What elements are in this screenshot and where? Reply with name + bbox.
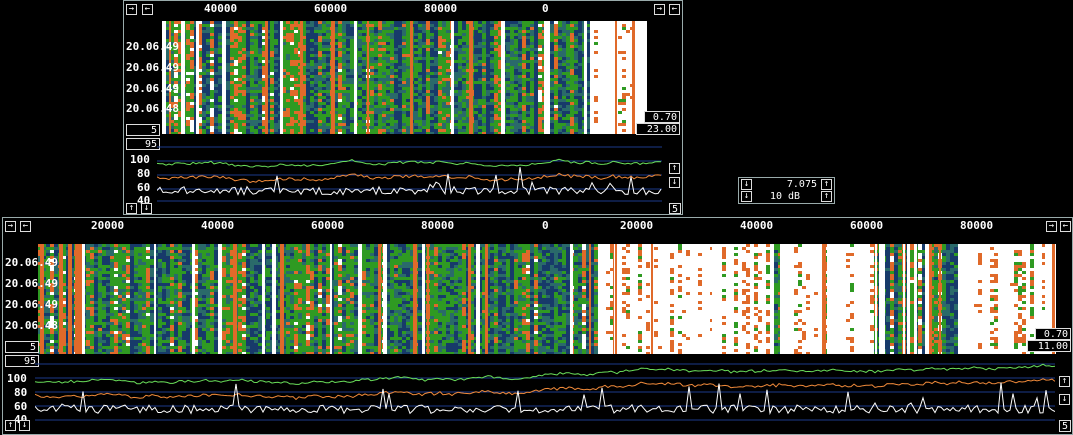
time-label: 20.06.49	[126, 82, 179, 95]
spectrum-scale-box[interactable]: 95	[5, 355, 39, 367]
scroll-right-button-end[interactable]: →	[654, 4, 665, 15]
brightness-box[interactable]: 23.00	[636, 123, 680, 135]
spectrum-down-button[interactable]: ↓	[19, 420, 30, 431]
freq-tick: 80000	[960, 219, 994, 232]
spectrum-scroll-up-button[interactable]: ↑	[669, 163, 680, 174]
freq-tick: 80000	[424, 2, 458, 15]
frequency-row: ↓ 7.075 ↑	[739, 179, 834, 191]
spectrum-down-button[interactable]: ↓	[141, 203, 152, 214]
time-label: 20.06.49	[126, 40, 179, 53]
y-axis-label: 60	[14, 400, 28, 413]
time-label: 20.06.49	[5, 298, 58, 311]
time-label: 20.06.49	[126, 61, 179, 74]
spectrum-scroll-down-button[interactable]: ↓	[669, 177, 680, 188]
spectrum-up-button[interactable]: ↑	[5, 420, 16, 431]
level-row: ↓ 10 dB ↑	[739, 191, 834, 203]
waterfall-left-box[interactable]: 5	[5, 341, 39, 353]
spectrum-display[interactable]	[35, 356, 1055, 426]
scroll-left-button[interactable]: ←	[142, 4, 153, 15]
scroll-right-button[interactable]: →	[126, 4, 137, 15]
freq-tick: 20000	[620, 219, 654, 232]
freq-tick: 80000	[421, 219, 455, 232]
freq-tick: 0	[542, 2, 549, 15]
level-value[interactable]: 10 dB	[769, 191, 801, 202]
level-down-button[interactable]: ↓	[741, 191, 752, 202]
spectrum-right-box[interactable]: 5	[1059, 420, 1071, 432]
bottom-waterfall-window: → ← → ← 20000 40000 60000 80000 0 20000 …	[2, 217, 1073, 435]
spectrum-display[interactable]	[157, 139, 662, 207]
y-axis-label: 100	[130, 153, 150, 166]
spectrum-scale-box[interactable]: 95	[126, 138, 160, 150]
spectrum-up-button[interactable]: ↑	[126, 203, 137, 214]
scroll-left-button-end[interactable]: ←	[669, 4, 680, 15]
spectrum-scroll-up-button[interactable]: ↑	[1059, 376, 1070, 387]
y-axis-label: 80	[14, 386, 28, 399]
time-label: 20.06.48	[5, 319, 58, 332]
y-axis-label: 80	[137, 167, 151, 180]
freq-tick: 40000	[204, 2, 238, 15]
spectrum-right-box[interactable]: 5	[669, 203, 681, 215]
scroll-right-button-end[interactable]: →	[1046, 221, 1057, 232]
scroll-left-button[interactable]: ←	[20, 221, 31, 232]
frequency-up-button[interactable]: ↑	[821, 179, 832, 190]
scroll-right-button[interactable]: →	[5, 221, 16, 232]
freq-tick: 40000	[201, 219, 235, 232]
freq-tick: 60000	[311, 219, 345, 232]
brightness-box[interactable]: 11.00	[1027, 340, 1071, 352]
freq-tick: 20000	[91, 219, 125, 232]
level-up-button[interactable]: ↑	[821, 191, 832, 202]
top-waterfall-window: → ← → ← 40000 60000 80000 0 20.06.49 20.…	[123, 0, 683, 215]
freq-tick: 60000	[314, 2, 348, 15]
time-label: 20.06.48	[126, 102, 179, 115]
contrast-box[interactable]: 0.70	[644, 111, 680, 123]
spectrum-scroll-down-button[interactable]: ↓	[1059, 394, 1070, 405]
waterfall-left-box[interactable]: 5	[126, 124, 160, 136]
waterfall-display[interactable]	[38, 244, 1056, 354]
y-axis-label: 60	[137, 181, 151, 194]
scroll-left-button-end[interactable]: ←	[1060, 221, 1071, 232]
frequency-down-button[interactable]: ↓	[741, 179, 752, 190]
frequency-value[interactable]: 7.075	[786, 179, 817, 190]
contrast-box[interactable]: 0.70	[1035, 328, 1071, 340]
time-label: 20.06.49	[5, 256, 58, 269]
waterfall-display[interactable]	[162, 21, 647, 134]
y-axis-label: 100	[7, 372, 27, 385]
freq-tick: 0	[542, 219, 549, 232]
freq-tick: 60000	[850, 219, 884, 232]
frequency-control-panel: ↓ 7.075 ↑ ↓ 10 dB ↑	[738, 177, 835, 204]
freq-tick: 40000	[740, 219, 774, 232]
time-label: 20.06.49	[5, 277, 58, 290]
